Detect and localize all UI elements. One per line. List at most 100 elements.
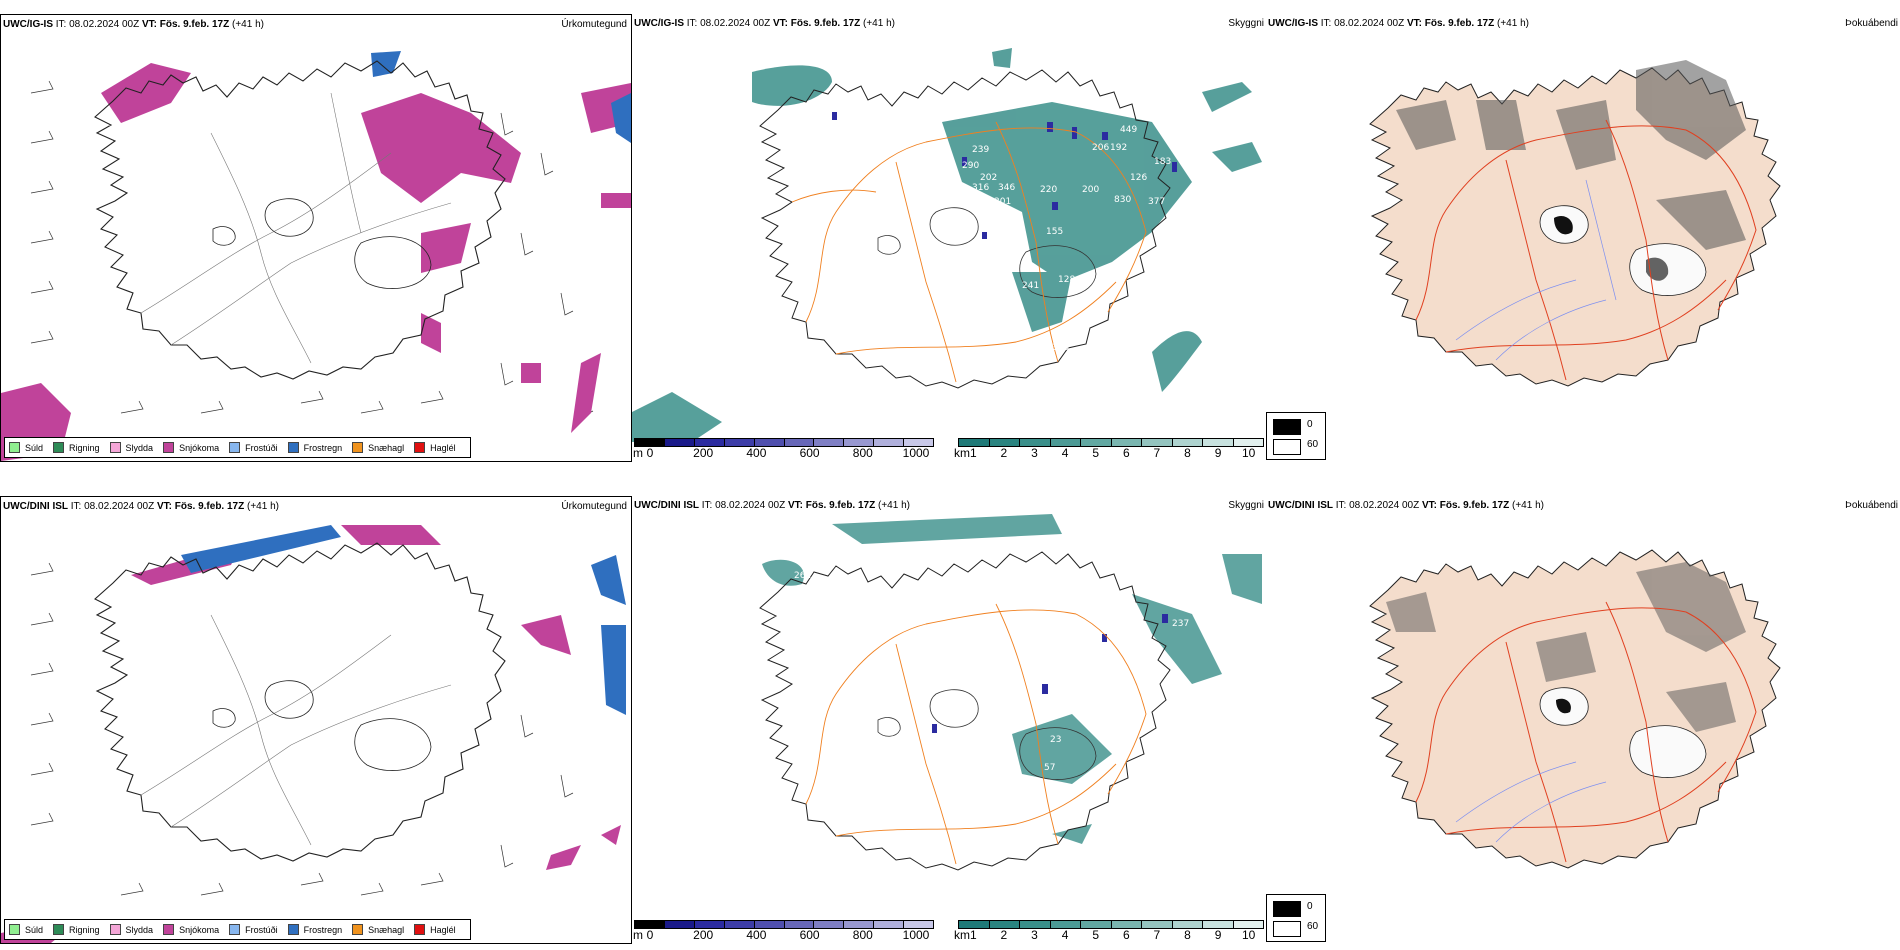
legend-label: Snæhagl (368, 442, 405, 453)
legend-label: Súld (25, 924, 44, 935)
very-low-visibility-spots (832, 112, 1177, 239)
visibility-value-label: 449 (1120, 125, 1137, 135)
scale-tick-label: 2 (1000, 928, 1008, 942)
scale-unit: km (954, 928, 970, 942)
legend-swatch (229, 924, 241, 935)
scale-tick-label: 5 (1092, 446, 1100, 460)
legend-item-súld: Súld (9, 442, 43, 453)
visibility-value-label: 183 (1154, 157, 1171, 167)
legend-label: Frostúði (245, 442, 278, 453)
scale-swatch (664, 921, 695, 928)
scale-swatch (1172, 921, 1203, 928)
legend-swatch (414, 442, 426, 453)
visibility-value-label: 298 (928, 743, 945, 753)
visibility-value-label: 128 (1058, 275, 1075, 285)
scale-tick-label: 600 (799, 928, 820, 942)
legend-label: Rigning (69, 442, 100, 453)
scale-swatch (814, 921, 845, 928)
legend-item-snjókoma: Snjókoma (163, 924, 219, 935)
fog-legend-swatch (1273, 419, 1301, 435)
visibility-scale-km-row2: km 1 2 3 4 5 6 7 8 9 10 (954, 920, 1264, 946)
roads (1415, 119, 1757, 381)
scale-tick-label: 9 (1214, 446, 1222, 460)
panel-title-row2-precip: UWC/DINI ISL IT: 08.02.2024 00Z VT: Fös.… (3, 501, 279, 512)
visibility-value-label: 237 (1172, 619, 1189, 629)
fog-legend-swatch (1273, 439, 1301, 455)
legend-swatch (109, 442, 121, 453)
scale-swatch (844, 439, 875, 446)
scale-swatch (754, 439, 785, 446)
precip-panel-row2: UWC/DINI ISL IT: 08.02.2024 00Z VT: Fös.… (0, 496, 632, 944)
scale-swatch (784, 439, 815, 446)
fog-legend-row1: 0 60 (1266, 412, 1326, 460)
legend-swatch (352, 442, 364, 453)
fog-title: Þokuábendi (1845, 18, 1898, 29)
freezing-rain-areas (181, 525, 626, 715)
scale-swatch (989, 439, 1020, 446)
rivers (1455, 179, 1617, 361)
scale-tick-label: 400 (746, 928, 767, 942)
scale-tick-label: 0 (646, 928, 654, 942)
visibility-scale-m-row2: m 0 200 400 600 800 1000 (633, 920, 934, 946)
legend-swatch (287, 924, 299, 935)
visibility-value-label: 830 (1114, 195, 1131, 205)
visibility-value-label: 262 (794, 571, 811, 581)
legend-label: Slydda (125, 442, 154, 453)
scale-swatch (959, 439, 990, 446)
scale-swatch (1172, 439, 1203, 446)
scale-unit: m (633, 928, 643, 942)
legend-item-súld: Súld (9, 924, 43, 935)
legend-label: Súld (25, 442, 44, 453)
scale-tick-label: 600 (799, 446, 820, 460)
scale-swatch (1111, 921, 1142, 928)
legend-item-slydda: Slydda (109, 924, 154, 935)
scale-tick-label: 1 (969, 928, 977, 942)
legend-item-rigning: Rigning (53, 924, 100, 935)
scale-tick-label: 800 (852, 928, 873, 942)
visibility-panel-row1: UWC/IG-IS IT: 08.02.2024 00Z VT: Fös. 9.… (632, 14, 1266, 462)
scale-unit: km (954, 446, 970, 460)
fog-legend-swatch (1273, 921, 1301, 937)
fog-panel-row1: UWC/IG-IS IT: 08.02.2024 00Z VT: Fös. 9.… (1266, 14, 1900, 462)
very-low-visibility-spots (932, 614, 1168, 733)
fog-legend-label: 60 (1307, 439, 1319, 450)
precip-type-title: Úrkomutegund (561, 19, 627, 30)
scale-tick-label: 3 (1031, 928, 1038, 942)
visibility-value-label: 290 (962, 161, 979, 171)
legend-swatch (163, 924, 175, 935)
legend-swatch (229, 442, 241, 453)
legend-label: Frostúði (245, 924, 278, 935)
scale-swatch (1142, 921, 1173, 928)
panel-title-row2-fog: UWC/DINI ISL IT: 08.02.2024 00Z VT: Fös.… (1268, 500, 1544, 511)
scale-swatch (694, 439, 725, 446)
scale-swatch (1081, 439, 1112, 446)
precip-map-row2 (1, 525, 626, 943)
legend-swatch (352, 924, 364, 935)
low-visibility-areas (632, 48, 1262, 442)
scale-swatch (1203, 439, 1234, 446)
precip-legend-row2: Súld Rigning Slydda Snjókoma Frostúði Frostre… (4, 919, 471, 940)
scale-swatch (959, 921, 990, 928)
legend-swatch (53, 924, 65, 935)
visibility-scale-m-row1: m 0 200 400 600 800 1000 (633, 438, 934, 464)
legend-label: Haglél (430, 924, 456, 935)
scale-tick-label: 6 (1122, 446, 1130, 460)
scale-unit: m (633, 446, 643, 460)
scale-swatch (1020, 921, 1051, 928)
legend-label: Slydda (125, 924, 154, 935)
scale-tick-label: 800 (852, 446, 873, 460)
visibility-value-label: 23 (1050, 735, 1061, 745)
visibility-value-label: 301 (994, 197, 1011, 207)
scale-tick-label: 8 (1184, 928, 1191, 942)
legend-label: Frostregn (303, 442, 343, 453)
scale-tick-label: 1 (969, 446, 977, 460)
fog-legend-label: 0 (1307, 419, 1313, 430)
visibility-value-label: 206 (1092, 143, 1109, 153)
scale-colorbar (634, 438, 934, 447)
scale-swatch (1233, 439, 1263, 446)
legend-item-frostregn: Frostregn (287, 924, 342, 935)
panel-title-row1-vis: UWC/IG-IS IT: 08.02.2024 00Z VT: Fös. 9.… (634, 18, 895, 29)
legend-swatch (53, 442, 65, 453)
low-visibility-areas (762, 514, 1262, 844)
scale-colorbar (958, 920, 1264, 929)
